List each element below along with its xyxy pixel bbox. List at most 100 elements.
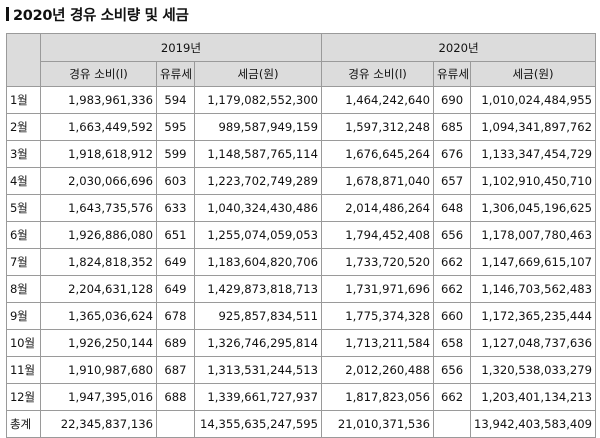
consumption-2020-cell: 1,676,645,264 — [321, 140, 435, 168]
tax-2020-cell: 13,942,403,583,409 — [470, 410, 597, 438]
tax-2020-cell: 1,147,669,615,107 — [470, 248, 597, 276]
month-cell: 6월 — [6, 221, 41, 249]
tax-2019-cell: 1,040,324,430,486 — [193, 194, 323, 222]
fuel-tax-2020-cell: 656 — [433, 221, 472, 249]
fuel-tax-2019-cell: 594 — [156, 86, 195, 114]
fuel-tax-2020-cell: 685 — [433, 113, 472, 141]
consumption-2020-cell: 21,010,371,536 — [321, 410, 435, 438]
col-header-consumption-2019: 경유 소비(l) — [40, 61, 157, 87]
title-bar-marker — [6, 7, 9, 21]
month-cell: 10월 — [6, 329, 41, 357]
consumption-2020-cell: 2,014,486,264 — [321, 194, 435, 222]
tax-2020-cell: 1,178,007,780,463 — [470, 221, 597, 249]
consumption-2019-cell: 1,983,961,336 — [40, 86, 157, 114]
tax-2020-cell: 1,094,341,897,762 — [470, 113, 597, 141]
consumption-2019-cell: 22,345,837,136 — [40, 410, 157, 438]
table-row: 10월 1,926,250,144 689 1,326,746,295,814 1,71… — [6, 329, 597, 357]
consumption-2020-cell: 1,775,374,328 — [321, 302, 435, 330]
consumption-2019-cell: 2,030,066,696 — [40, 167, 157, 195]
tax-2020-cell: 1,320,538,033,279 — [470, 356, 597, 384]
fuel-tax-2019-cell: 651 — [156, 221, 195, 249]
consumption-2019-cell: 1,926,250,144 — [40, 329, 157, 357]
table-row: 9월 1,365,036,624 678 925,857,834,511 1,775,3… — [6, 302, 597, 330]
consumption-2019-cell: 2,204,631,128 — [40, 275, 157, 303]
fuel-tax-2020-cell: 656 — [433, 356, 472, 384]
consumption-2020-cell: 1,817,823,056 — [321, 383, 435, 411]
total-row: 총계 22,345,837,136 14,355,635,247,595 21,010… — [6, 410, 597, 438]
month-cell: 12월 — [6, 383, 41, 411]
fuel-tax-2020-cell: 676 — [433, 140, 472, 168]
page-title: 2020년 경유 소비량 및 세금 — [6, 6, 189, 26]
fuel-tax-2020-cell: 662 — [433, 275, 472, 303]
tax-2019-cell: 1,223,702,749,289 — [193, 167, 323, 195]
consumption-2019-cell: 1,365,036,624 — [40, 302, 157, 330]
fuel-tax-2020-cell: 662 — [433, 383, 472, 411]
consumption-2020-cell: 1,597,312,248 — [321, 113, 435, 141]
tax-2019-cell: 925,857,834,511 — [193, 302, 323, 330]
fuel-tax-2019-cell: 678 — [156, 302, 195, 330]
tax-2019-cell: 1,429,873,818,713 — [193, 275, 323, 303]
month-cell: 8월 — [6, 275, 41, 303]
tax-2019-cell: 1,183,604,820,706 — [193, 248, 323, 276]
year-header-2019: 2019년 — [39, 33, 323, 62]
tax-2020-cell: 1,203,401,134,213 — [470, 383, 597, 411]
table-row: 8월 2,204,631,128 649 1,429,873,818,713 1,731… — [6, 275, 597, 303]
title-text: 2020년 경유 소비량 및 세금 — [13, 8, 189, 24]
col-header-consumption-2020: 경유 소비(l) — [321, 61, 435, 87]
col-header-tax-2019: 세금(원) — [193, 61, 323, 87]
table-row: 6월 1,926,886,080 651 1,255,074,059,053 1,794… — [6, 221, 597, 249]
tax-2019-cell: 1,339,661,727,937 — [193, 383, 323, 411]
fuel-tax-2019-cell: 599 — [156, 140, 195, 168]
month-cell: 7월 — [6, 248, 41, 276]
col-header-tax-2020: 세금(원) — [470, 61, 597, 87]
month-cell: 총계 — [6, 410, 41, 438]
fuel-tax-2019-cell: 603 — [156, 167, 195, 195]
year-header-2020: 2020년 — [321, 33, 597, 62]
fuel-tax-table: 2019년 2020년 경유 소비(l) 유류세 세금(원) 경유 소비(l) … — [6, 33, 597, 438]
tax-2019-cell: 1,148,587,765,114 — [193, 140, 323, 168]
fuel-tax-2020-cell: 658 — [433, 329, 472, 357]
fuel-tax-2019-cell: 595 — [156, 113, 195, 141]
table-row: 11월 1,910,987,680 687 1,313,531,244,513 2,01… — [6, 356, 597, 384]
tax-2020-cell: 1,146,703,562,483 — [470, 275, 597, 303]
tax-2020-cell: 1,127,048,737,636 — [470, 329, 597, 357]
tax-2020-cell: 1,133,347,454,729 — [470, 140, 597, 168]
fuel-tax-2019-cell: 649 — [156, 248, 195, 276]
month-cell: 1월 — [6, 86, 41, 114]
fuel-tax-2020-cell: 648 — [433, 194, 472, 222]
consumption-2019-cell: 1,947,395,016 — [40, 383, 157, 411]
consumption-2020-cell: 1,794,452,408 — [321, 221, 435, 249]
table-row: 5월 1,643,735,576 633 1,040,324,430,486 2,014… — [6, 194, 597, 222]
consumption-2019-cell: 1,824,818,352 — [40, 248, 157, 276]
year-header-row: 2019년 2020년 — [6, 33, 597, 87]
col-header-fuel-tax-2020: 유류세 — [433, 61, 472, 87]
month-cell: 5월 — [6, 194, 41, 222]
consumption-2019-cell: 1,663,449,592 — [40, 113, 157, 141]
consumption-2020-cell: 1,678,871,040 — [321, 167, 435, 195]
consumption-2020-cell: 1,731,971,696 — [321, 275, 435, 303]
consumption-2019-cell: 1,910,987,680 — [40, 356, 157, 384]
col-header-fuel-tax-2019: 유류세 — [156, 61, 195, 87]
month-cell: 9월 — [6, 302, 41, 330]
fuel-tax-2020-cell: 657 — [433, 167, 472, 195]
fuel-tax-2020-cell: 662 — [433, 248, 472, 276]
consumption-2020-cell: 1,733,720,520 — [321, 248, 435, 276]
fuel-tax-2020-cell: 690 — [433, 86, 472, 114]
fuel-tax-2019-cell — [156, 410, 195, 438]
corner-cell — [6, 33, 41, 87]
tax-2020-cell: 1,102,910,450,710 — [470, 167, 597, 195]
consumption-2019-cell: 1,918,618,912 — [40, 140, 157, 168]
fuel-tax-2019-cell: 688 — [156, 383, 195, 411]
table-row: 7월 1,824,818,352 649 1,183,604,820,706 1,733… — [6, 248, 597, 276]
consumption-2019-cell: 1,926,886,080 — [40, 221, 157, 249]
consumption-2020-cell: 1,713,211,584 — [321, 329, 435, 357]
fuel-tax-2019-cell: 649 — [156, 275, 195, 303]
month-cell: 3월 — [6, 140, 41, 168]
tax-2019-cell: 1,313,531,244,513 — [193, 356, 323, 384]
tax-2019-cell: 1,255,074,059,053 — [193, 221, 323, 249]
tax-2019-cell: 1,326,746,295,814 — [193, 329, 323, 357]
fuel-tax-2019-cell: 687 — [156, 356, 195, 384]
consumption-2020-cell: 2,012,260,488 — [321, 356, 435, 384]
tax-2020-cell: 1,306,045,196,625 — [470, 194, 597, 222]
tax-2019-cell: 1,179,082,552,300 — [193, 86, 323, 114]
